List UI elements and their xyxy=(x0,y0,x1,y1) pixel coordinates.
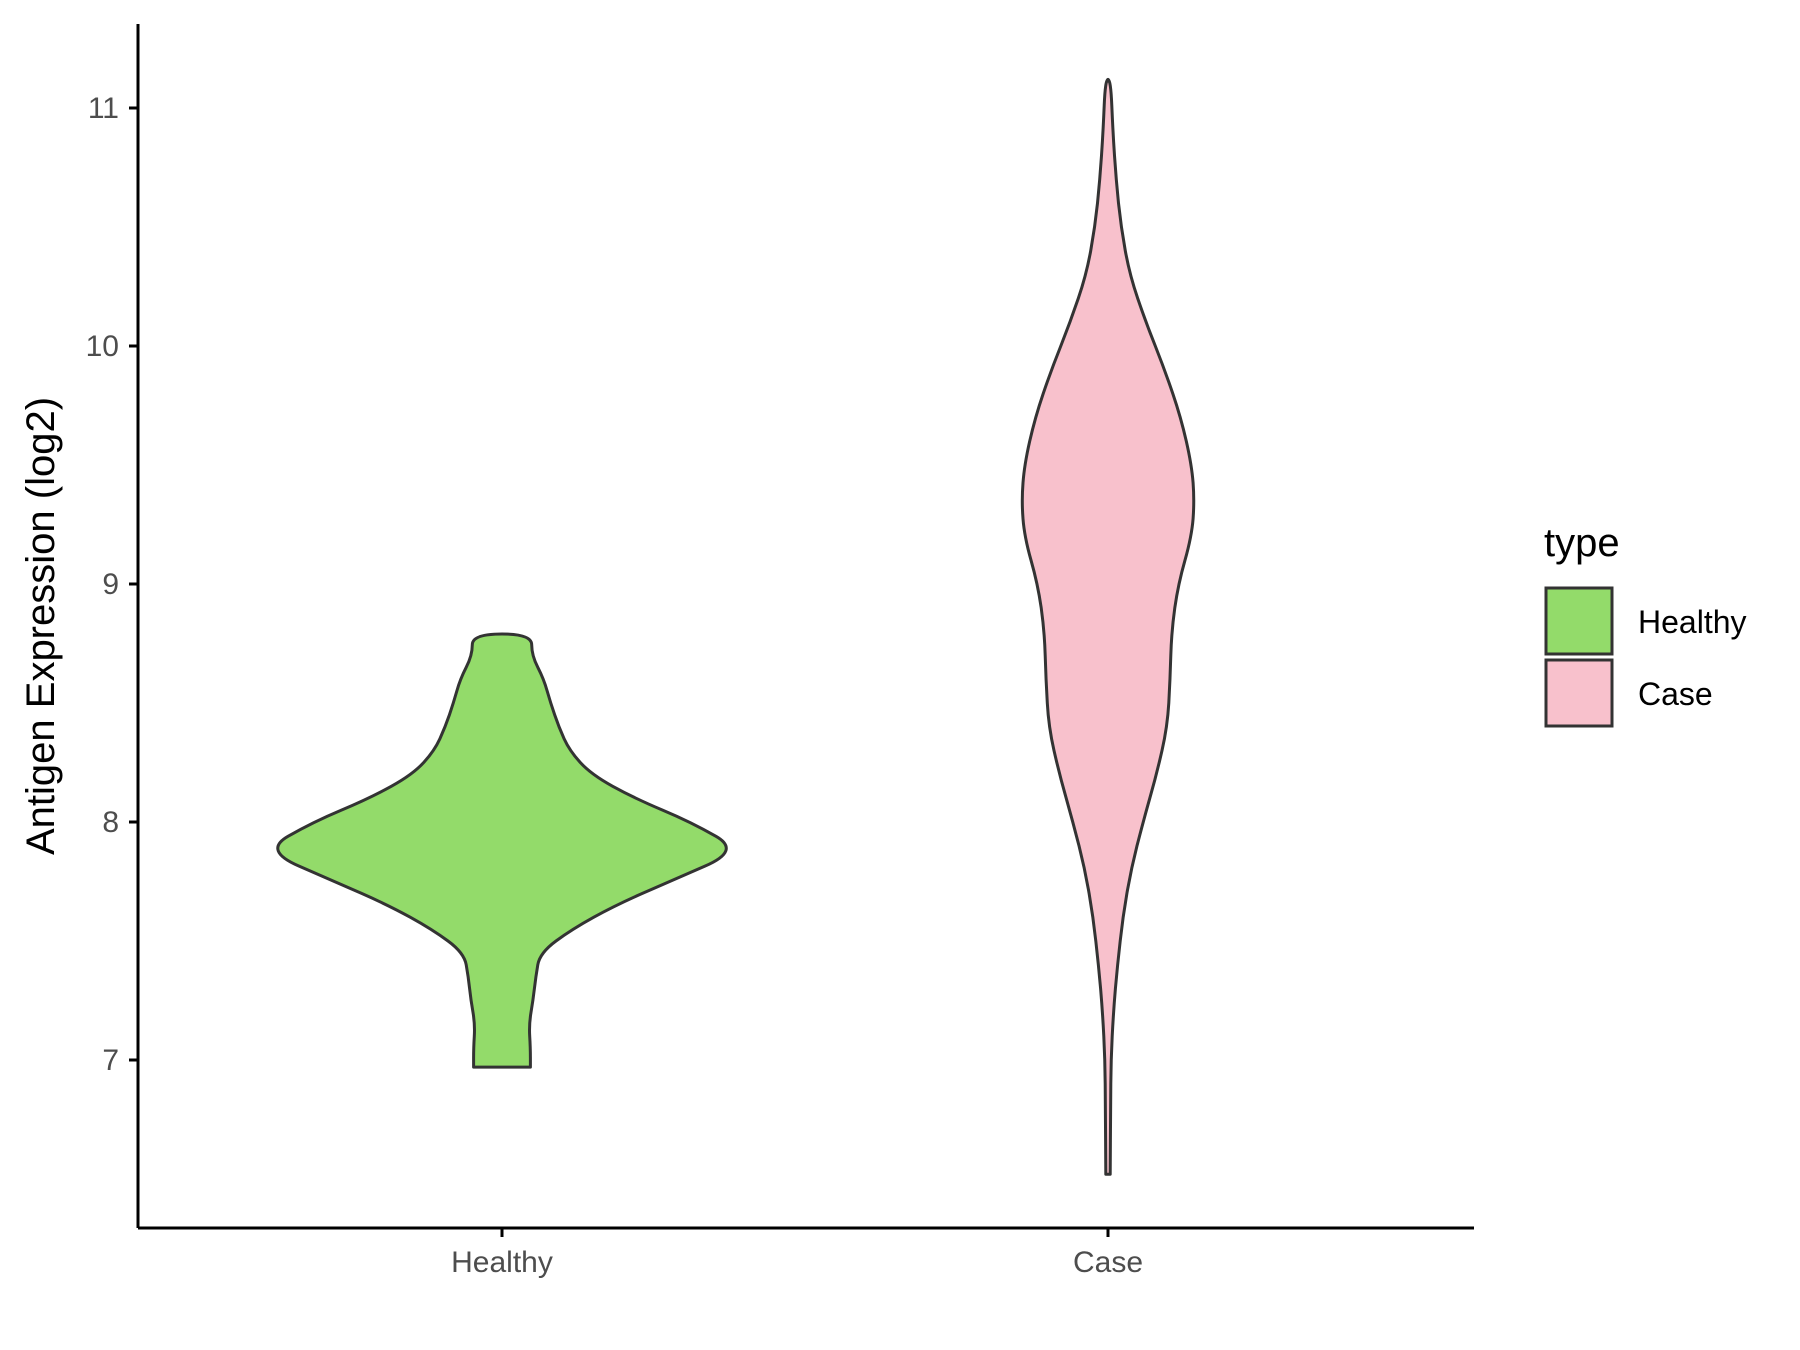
legend-label-case: Case xyxy=(1638,676,1713,712)
axes: 7 8 9 10 11 Healthy Case xyxy=(86,24,1474,1279)
plot-area xyxy=(276,77,1196,1176)
y-axis-title: Antigen Expression (log2) xyxy=(19,397,63,855)
y-tick-label-8: 8 xyxy=(102,806,119,839)
legend-label-healthy: Healthy xyxy=(1638,604,1747,640)
y-tick-label-11: 11 xyxy=(88,92,119,125)
legend-key-case xyxy=(1544,658,1614,728)
y-tick-label-9: 9 xyxy=(102,568,119,601)
x-tick-label-healthy: Healthy xyxy=(451,1246,553,1279)
legend: type Healthy Case xyxy=(1544,521,1747,728)
y-tick-label-7: 7 xyxy=(102,1044,119,1077)
legend-key-healthy xyxy=(1544,586,1614,656)
violin-healthy xyxy=(276,632,728,1069)
y-tick-label-10: 10 xyxy=(86,330,119,363)
legend-title: type xyxy=(1544,521,1620,565)
x-tick-label-case: Case xyxy=(1073,1246,1143,1279)
violin-case xyxy=(1020,77,1196,1176)
